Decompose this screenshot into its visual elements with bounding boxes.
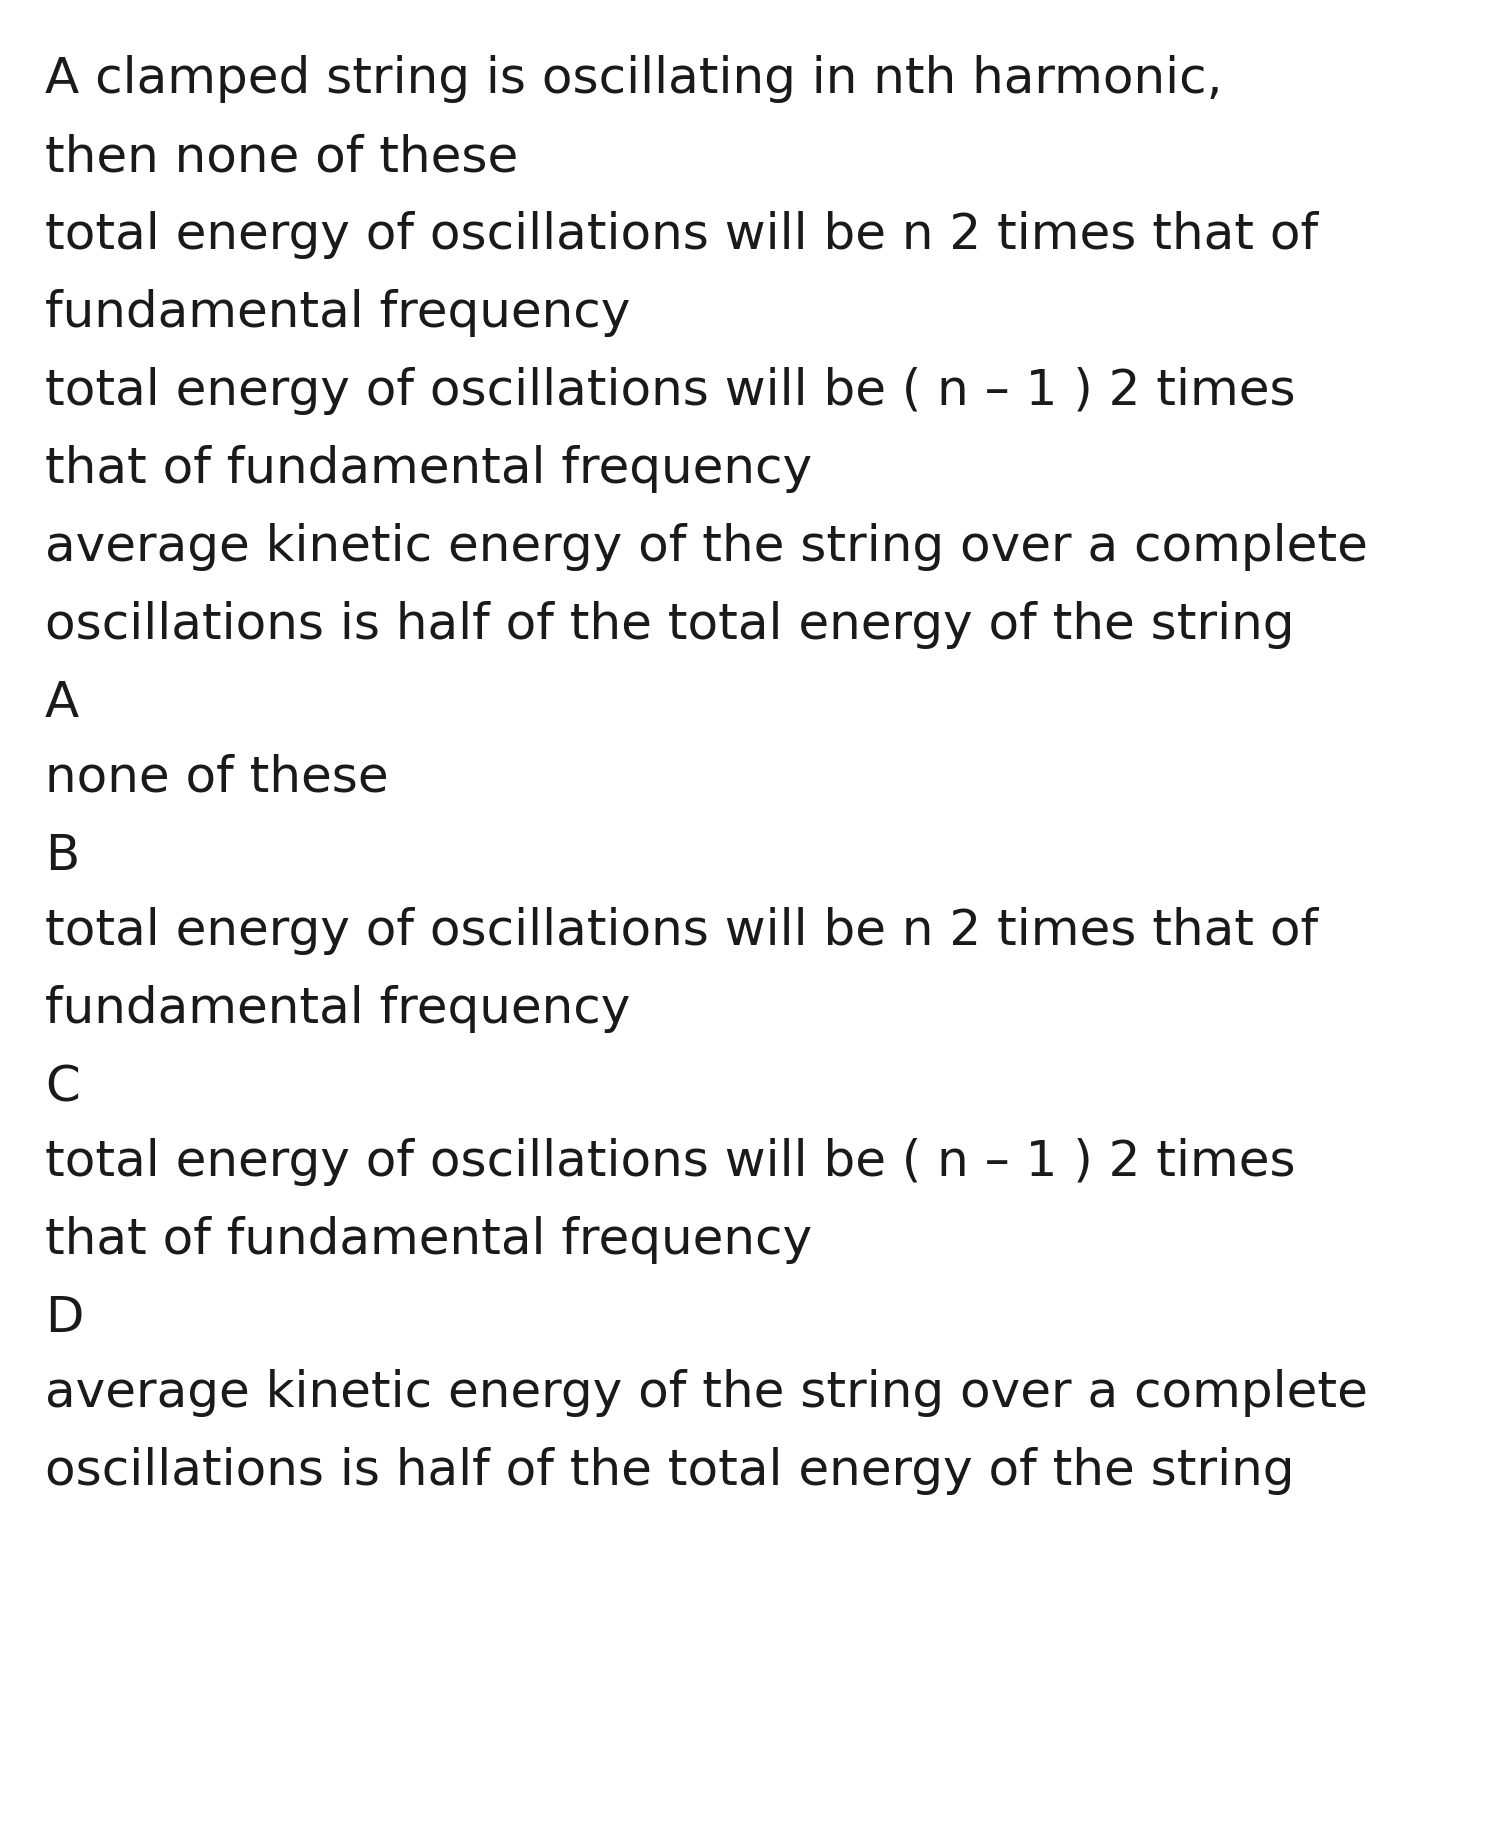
Text: A clamped string is oscillating in nth harmonic,: A clamped string is oscillating in nth h…	[45, 55, 1222, 103]
Text: fundamental frequency: fundamental frequency	[45, 986, 630, 1033]
Text: total energy of oscillations will be ( n – 1 ) 2 times: total energy of oscillations will be ( n…	[45, 1138, 1296, 1185]
Text: average kinetic energy of the string over a complete: average kinetic energy of the string ove…	[45, 1369, 1368, 1416]
Text: oscillations is half of the total energy of the string: oscillations is half of the total energy…	[45, 1447, 1294, 1495]
Text: D: D	[45, 1293, 84, 1343]
Text: then none of these: then none of these	[45, 134, 519, 181]
Text: total energy of oscillations will be n 2 times that of: total energy of oscillations will be n 2…	[45, 211, 1318, 258]
Text: total energy of oscillations will be n 2 times that of: total energy of oscillations will be n 2…	[45, 907, 1318, 954]
Text: B: B	[45, 832, 80, 879]
Text: oscillations is half of the total energy of the string: oscillations is half of the total energy…	[45, 601, 1294, 649]
Text: fundamental frequency: fundamental frequency	[45, 289, 630, 337]
Text: C: C	[45, 1063, 80, 1110]
Text: total energy of oscillations will be ( n – 1 ) 2 times: total energy of oscillations will be ( n…	[45, 366, 1296, 416]
Text: that of fundamental frequency: that of fundamental frequency	[45, 445, 812, 493]
Text: average kinetic energy of the string over a complete: average kinetic energy of the string ove…	[45, 522, 1368, 572]
Text: A: A	[45, 680, 80, 727]
Text: none of these: none of these	[45, 755, 388, 802]
Text: that of fundamental frequency: that of fundamental frequency	[45, 1216, 812, 1264]
